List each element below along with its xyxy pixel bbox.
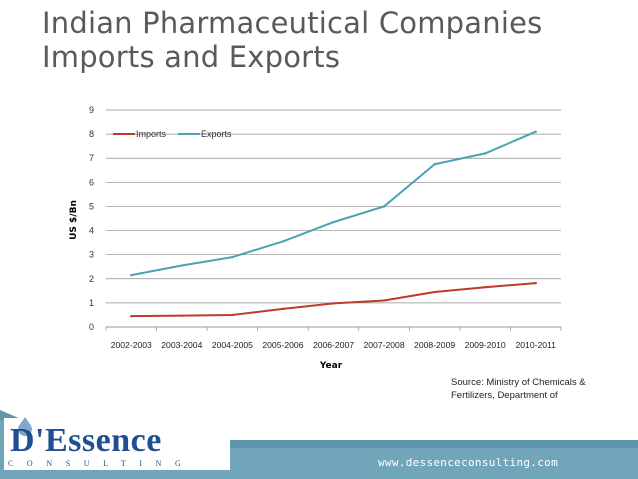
line-chart: 0 1 2 3 4 5 6 7 8 9 2002-2003 2003-2004 2004-2005 200… xyxy=(69,105,562,371)
logo-background xyxy=(4,418,230,470)
x-tick-label: 2010-2011 xyxy=(515,340,556,350)
logo-wordmark: D'Essence xyxy=(10,422,162,459)
x-tick-label: 2006-2007 xyxy=(313,340,354,350)
y-tick-label: 6 xyxy=(89,177,94,187)
website-url[interactable]: www.dessenceconsulting.com xyxy=(378,456,558,469)
x-tick-label: 2009-2010 xyxy=(465,340,506,350)
y-tick-label: 7 xyxy=(89,153,94,163)
source-note: Source: Ministry of Chemicals & Fertiliz… xyxy=(451,377,586,401)
y-tick-label: 4 xyxy=(89,226,94,236)
x-tick-label: 2004-2005 xyxy=(212,340,253,350)
imports-point xyxy=(483,286,487,289)
x-tick-label: 2002-2003 xyxy=(111,340,152,350)
tick-layer: 0 1 2 3 4 5 6 7 8 9 2002-2003 2003-2004 2004-2005 200… xyxy=(89,105,556,350)
exports-point xyxy=(433,163,436,166)
exports-point xyxy=(332,220,335,224)
x-tick-label: 2003-2004 xyxy=(161,340,202,350)
imports-point xyxy=(332,302,335,305)
exports-point xyxy=(382,205,386,208)
y-tick-label: 1 xyxy=(89,298,94,308)
logo-subtitle: CONSULTING xyxy=(8,459,195,468)
exports-series-line xyxy=(131,130,537,277)
y-axis-label: US $/Bn xyxy=(69,200,79,240)
drop-icon xyxy=(18,417,32,436)
imports-point xyxy=(180,314,184,317)
x-axis-label: Year xyxy=(319,361,343,371)
title-line-2: Imports and Exports xyxy=(42,40,341,74)
title-line-1: Indian Pharmaceutical Companies xyxy=(42,6,543,40)
y-tick-label: 5 xyxy=(89,201,94,211)
imports-point xyxy=(231,313,234,317)
y-tick-label: 8 xyxy=(89,129,94,139)
exports-point xyxy=(281,240,285,243)
exports-point xyxy=(534,130,537,133)
x-tick-label: 2008-2009 xyxy=(414,340,455,350)
y-tick-label: 0 xyxy=(89,322,94,332)
exports-point xyxy=(180,264,184,267)
y-tick-label: 3 xyxy=(89,250,94,260)
imports-series-line xyxy=(131,282,536,318)
imports-point xyxy=(130,314,133,318)
exports-point xyxy=(231,255,234,259)
exports-point xyxy=(130,273,133,277)
x-tick-label: 2005-2006 xyxy=(262,340,303,350)
y-tick-label: 9 xyxy=(89,105,94,115)
series-layer xyxy=(130,130,537,318)
legend-label: Exports xyxy=(201,129,232,139)
x-tick-label: 2007-2008 xyxy=(364,340,405,350)
imports-point xyxy=(433,290,436,294)
grid-layer xyxy=(105,109,562,331)
slide-title: Indian Pharmaceutical Companies Imports … xyxy=(42,6,632,74)
y-tick-label: 2 xyxy=(89,274,94,284)
imports-point xyxy=(534,281,537,285)
legend-label: Imports xyxy=(136,129,167,139)
chart-legend: Imports Exports xyxy=(113,129,232,139)
exports-point xyxy=(483,152,487,155)
imports-point xyxy=(382,299,386,302)
imports-point xyxy=(281,307,285,311)
